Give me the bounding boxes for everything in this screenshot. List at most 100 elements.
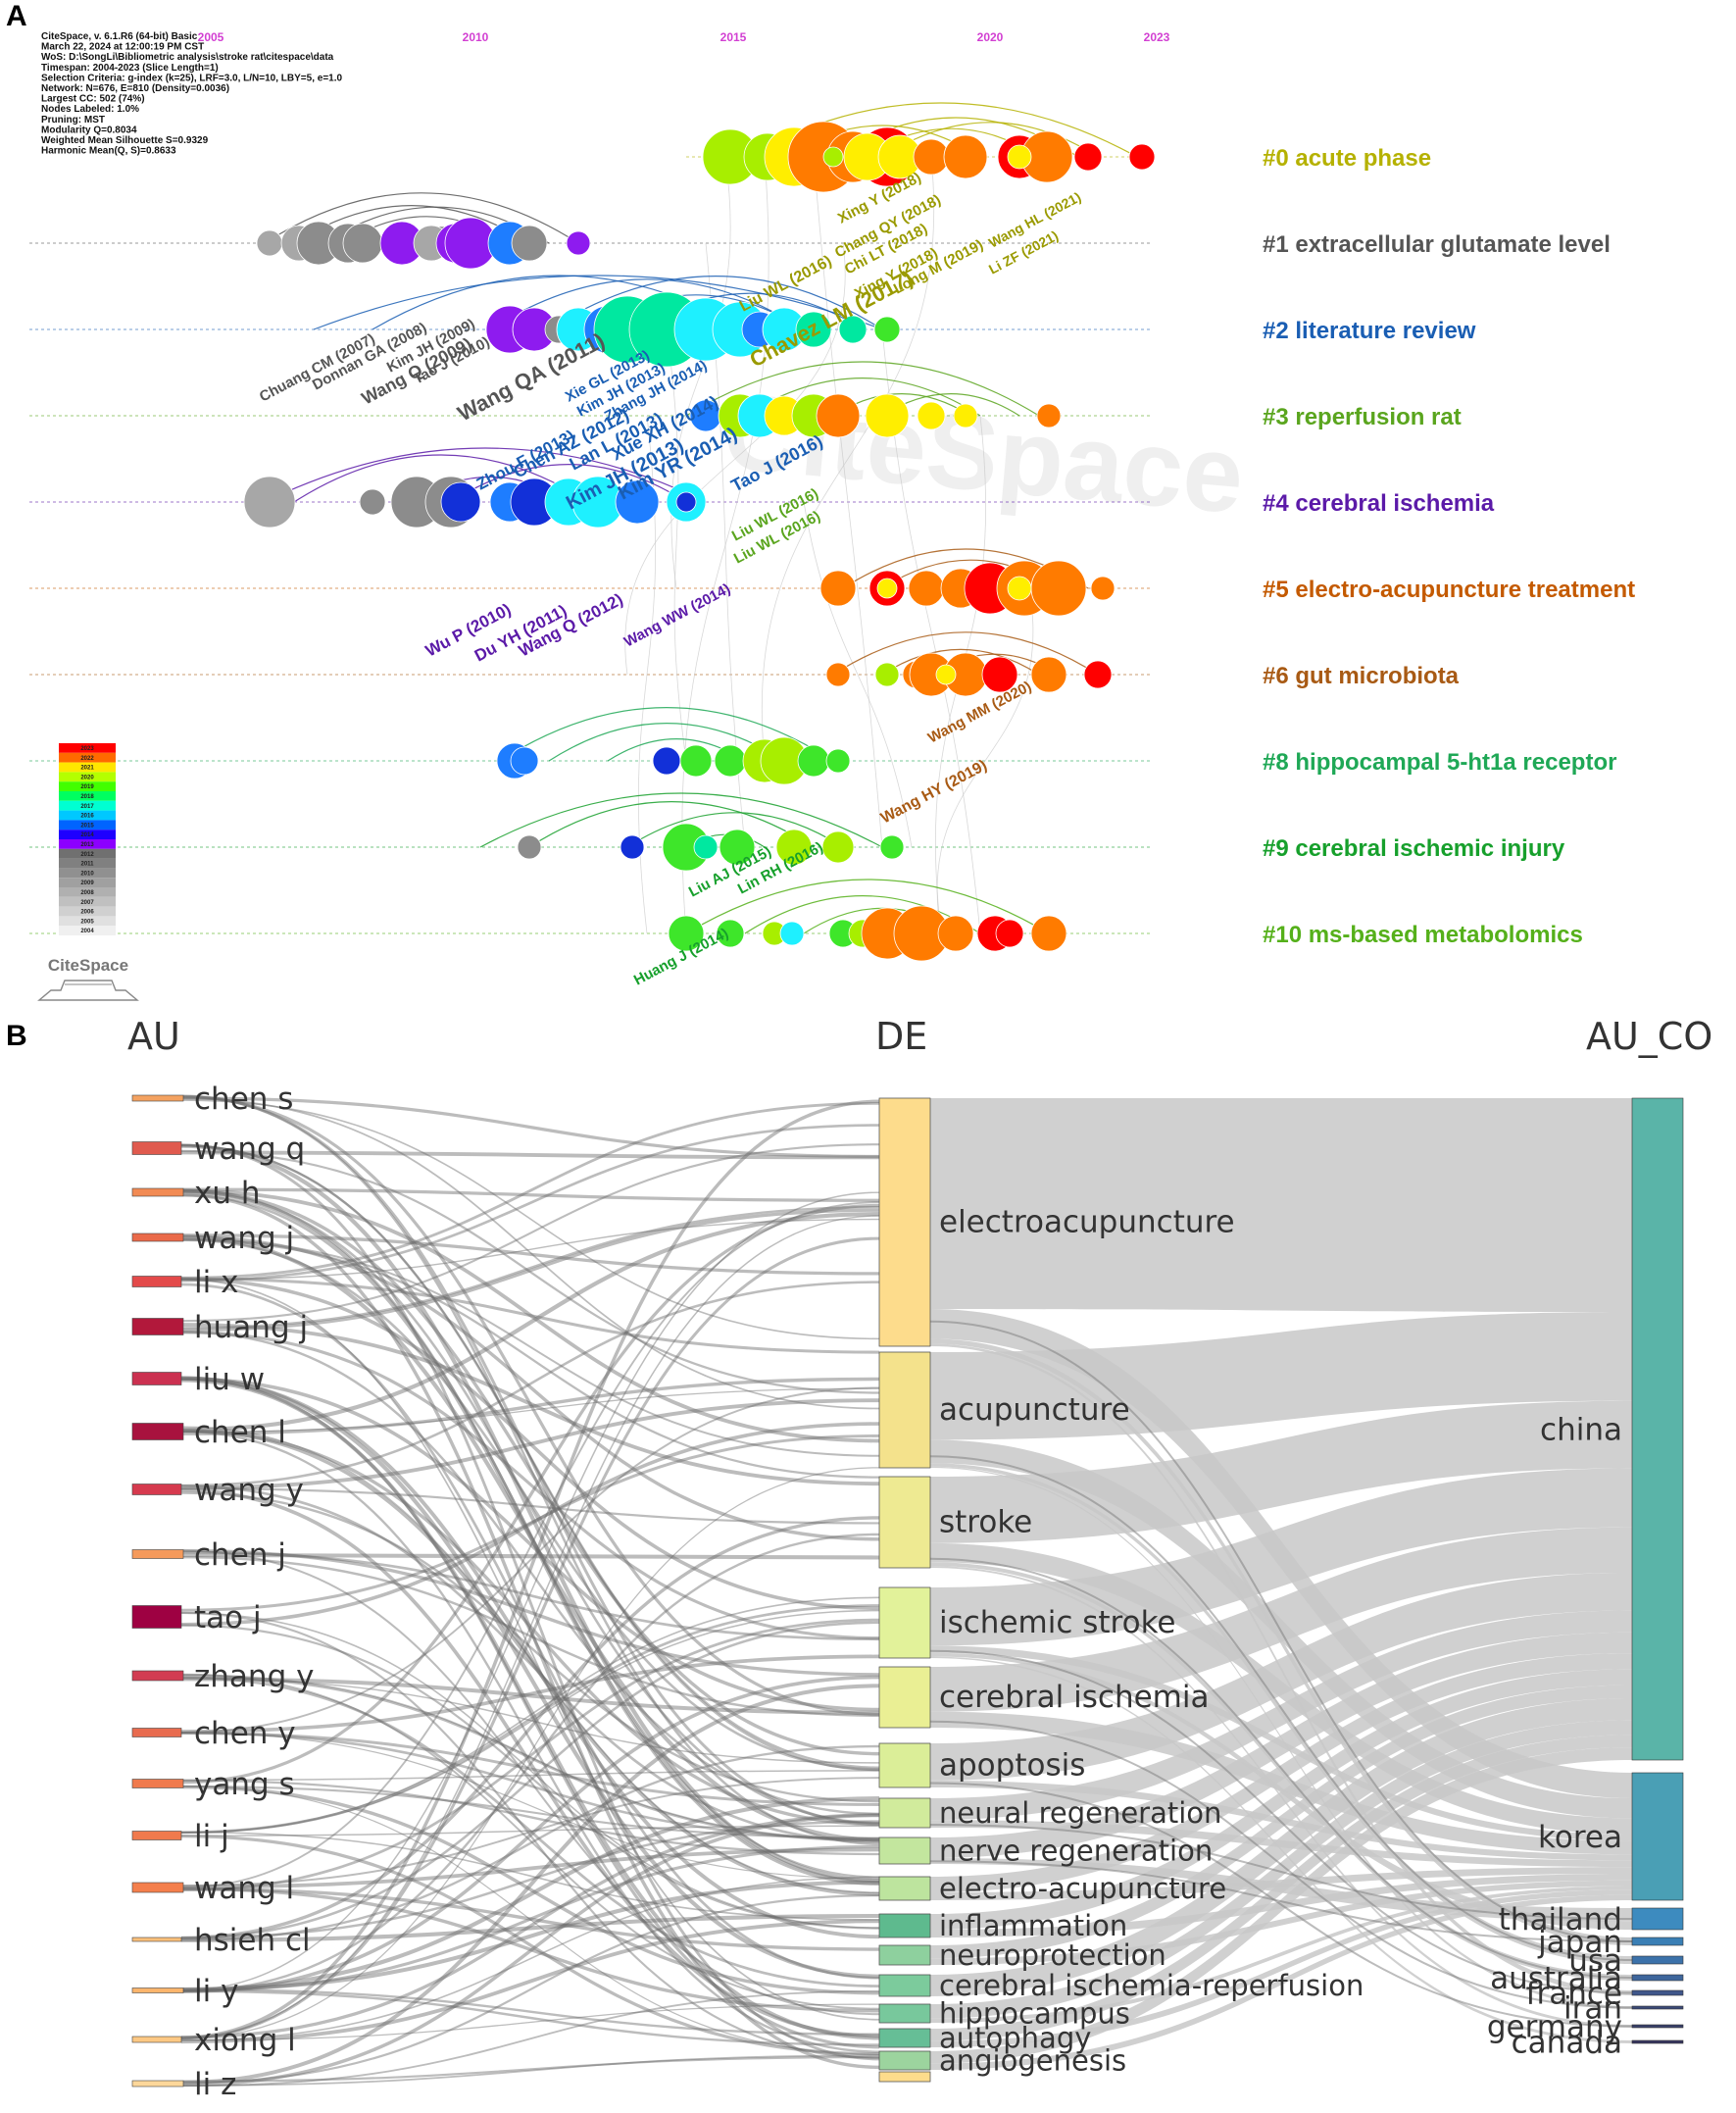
flow-keyword-country — [930, 1566, 1632, 2028]
flow-author-keyword — [182, 1675, 880, 1842]
flow-author-keyword — [182, 1201, 880, 1888]
keyword-node — [878, 1974, 931, 1997]
author-label: li z — [194, 2067, 236, 2102]
flow-author-keyword — [182, 1618, 880, 1891]
flow-author-keyword — [180, 1654, 880, 1734]
flow-author-keyword — [182, 1238, 880, 1771]
legend-year: 2013 — [80, 842, 94, 848]
flow-author-keyword — [180, 1732, 880, 1880]
flow-author-keyword — [180, 1612, 880, 1929]
flow-author-keyword — [180, 1277, 880, 1611]
flow-author-keyword — [180, 1604, 880, 1835]
legend-swatch — [59, 800, 116, 811]
year-tick: 2015 — [720, 30, 747, 44]
flow-author-keyword — [182, 1550, 880, 1641]
flow-author-keyword — [180, 1422, 880, 1627]
flow-author-keyword — [180, 1218, 880, 1281]
cited-node — [342, 223, 383, 264]
cluster-label: #9 cerebral ischemic injury — [1263, 835, 1565, 862]
author-node — [131, 1187, 184, 1197]
country-node — [1631, 1955, 1684, 1965]
country-node — [1631, 1974, 1684, 1982]
legend-swatch — [59, 896, 116, 907]
legend-year: 2011 — [80, 862, 94, 868]
flow-keyword-country — [930, 1735, 1632, 2041]
country-label: thailand — [1499, 1902, 1622, 1937]
flow-author-keyword — [182, 1673, 880, 2010]
legend-swatch — [59, 858, 116, 869]
flow-author-keyword — [182, 1847, 880, 1889]
author-label: li x — [194, 1265, 238, 1300]
legend-swatch — [59, 830, 116, 839]
keyword-node — [878, 1476, 931, 1569]
flow-keyword-country — [930, 1880, 1632, 1965]
cited-node — [816, 393, 861, 438]
flow-author-keyword — [180, 1101, 880, 1280]
flow-author-keyword — [180, 1143, 880, 2061]
legend-year: 2008 — [80, 890, 94, 896]
cited-node — [779, 921, 805, 946]
flow-author-keyword — [182, 1331, 880, 1640]
flow-author-keyword — [182, 1676, 880, 1987]
year-tick: 2020 — [977, 30, 1004, 44]
flow-author-keyword — [182, 2055, 880, 2083]
flow-author-keyword — [182, 1331, 880, 1816]
keyword-label: neural regeneration — [939, 1796, 1221, 1830]
country-label: korea — [1538, 1820, 1622, 1855]
cluster-arc — [293, 454, 589, 503]
legend-swatch — [59, 743, 116, 753]
author-label: Liu WL (2016) — [737, 253, 835, 316]
flow-keyword-country — [930, 1669, 1632, 1930]
cross-link — [813, 156, 883, 848]
keyword-node — [878, 1913, 931, 1938]
country-label: australia — [1490, 1961, 1622, 1996]
keyword-label: hippocampus — [939, 1997, 1130, 2031]
cited-node — [675, 491, 697, 513]
author-label: chen l — [194, 1415, 286, 1450]
flow-author-keyword — [182, 1203, 880, 1785]
meta-line: CiteSpace, v. 6.1.R6 (64-bit) Basic — [41, 31, 198, 42]
flow-author-keyword — [180, 1491, 880, 1803]
legend-year: 2020 — [80, 775, 94, 780]
country-label: usa — [1568, 1943, 1622, 1979]
meta-line: Timespan: 2004-2023 (Slice Length=1) — [41, 63, 219, 74]
cited-node — [908, 570, 945, 607]
cited-node — [1007, 144, 1032, 170]
author-label: Wang HY (2019) — [878, 757, 990, 827]
legend-year: 2004 — [80, 929, 94, 934]
flow-author-keyword — [182, 1208, 880, 1333]
author-label: chen s — [194, 1082, 293, 1117]
author-node — [131, 1423, 184, 1440]
cross-link — [936, 587, 1034, 934]
keyword-label: angiogenesis — [939, 2044, 1126, 2078]
keyword-label: cerebral ischemia-reperfusion — [939, 1969, 1364, 2002]
flow-author-keyword — [182, 1989, 880, 2088]
author-node — [131, 1937, 182, 1942]
author-node — [131, 2080, 184, 2088]
cited-node — [620, 834, 645, 860]
flow-author-keyword — [182, 1143, 880, 1323]
country-node — [1631, 2024, 1684, 2029]
flow-author-keyword — [180, 2003, 880, 2041]
keyword-node — [878, 2050, 931, 2071]
cited-node — [1128, 143, 1156, 171]
flow-author-keyword — [182, 1099, 880, 1340]
meta-line: March 22, 2024 at 12:00:19 PM CST — [41, 42, 204, 53]
keyword-node-extra — [878, 2071, 931, 2083]
flow-keyword-country — [930, 1894, 1632, 2070]
meta-line: Pruning: MST — [41, 115, 105, 126]
flow-author-keyword — [180, 1281, 880, 1487]
cited-node — [795, 311, 832, 348]
country-label: iran — [1563, 1991, 1622, 2027]
flow-author-keyword — [182, 1887, 880, 2013]
country-node — [1631, 1772, 1684, 1901]
author-node — [131, 1094, 184, 1102]
flow-author-keyword — [182, 1844, 880, 1992]
keyword-label: acupuncture — [939, 1392, 1130, 1428]
legend-year: 2017 — [80, 804, 94, 810]
author-node — [131, 1882, 184, 1893]
author-label: chen y — [194, 1716, 296, 1751]
panel-a-citespace-timeline: A CiteSpace 2005 2010 2015 2020 2023 CiteSpace… — [0, 0, 1736, 1020]
flow-author-keyword — [180, 1386, 880, 1734]
flow-author-keyword — [180, 1144, 880, 1769]
